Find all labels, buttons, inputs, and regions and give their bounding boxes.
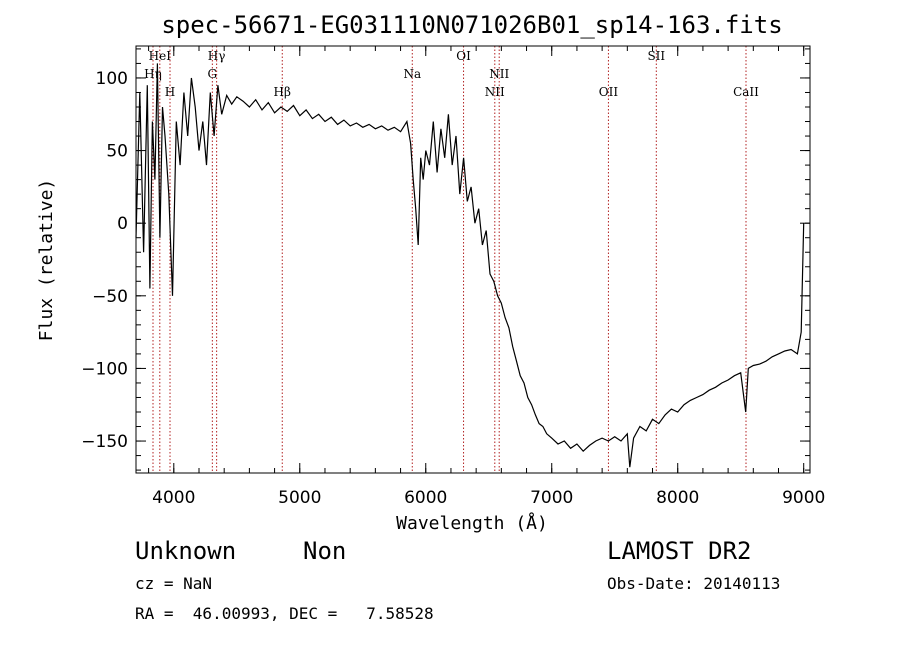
line-marker-label: OII — [599, 85, 619, 99]
coordinates-label: RA = 46.00993, DEC = 7.58528 — [135, 604, 434, 623]
obs-date-label: Obs-Date: 20140113 — [607, 574, 781, 593]
tick-label: 6000 — [404, 488, 447, 508]
tick-label: 9000 — [782, 488, 825, 508]
spectrum-line — [135, 63, 805, 468]
axis-ticks: 4000 5000 6000 7000 8000 9000 −150 −100 −50 0 50 10… — [81, 46, 825, 508]
survey-label: LAMOST DR2 — [607, 537, 752, 565]
tick-label: 8000 — [656, 488, 699, 508]
line-marker-label: NII — [485, 85, 505, 99]
line-marker-label: G — [208, 67, 218, 81]
plot-frame — [135, 45, 811, 474]
line-markers: Hη HeI H G Hγ Hβ Na OI NII NII OII SII CaII — [144, 46, 759, 473]
line-marker-label: Hβ — [274, 85, 291, 99]
tick-label: −150 — [81, 432, 128, 452]
line-marker-label: Na — [403, 67, 421, 81]
line-marker-label: Hη — [144, 67, 162, 81]
line-marker-label: OI — [456, 49, 471, 63]
line-marker-label: H — [165, 85, 175, 99]
chart-title: spec-56671-EG031110N071026B01_sp14-163.f… — [161, 11, 782, 39]
tick-label: 4000 — [152, 488, 195, 508]
class-label: Unknown — [135, 537, 237, 565]
line-marker-label: NII — [489, 67, 509, 81]
line-marker-label: HeI — [149, 49, 172, 63]
tick-label: −100 — [81, 359, 128, 379]
tick-label: 0 — [117, 214, 128, 234]
line-marker-label: Hγ — [208, 49, 226, 63]
tick-label: 50 — [106, 142, 128, 162]
y-axis-label: Flux (relative) — [36, 179, 57, 342]
line-marker-label: SII — [647, 49, 665, 63]
tick-label: 5000 — [278, 488, 321, 508]
tick-label: −50 — [92, 287, 128, 307]
x-axis-label: Wavelength (Å) — [396, 512, 548, 534]
subclass-label: Non — [303, 537, 347, 565]
line-marker-label: CaII — [733, 85, 759, 99]
tick-label: 100 — [96, 69, 128, 89]
tick-label: 7000 — [530, 488, 573, 508]
redshift-label: cz = NaN — [135, 574, 213, 593]
